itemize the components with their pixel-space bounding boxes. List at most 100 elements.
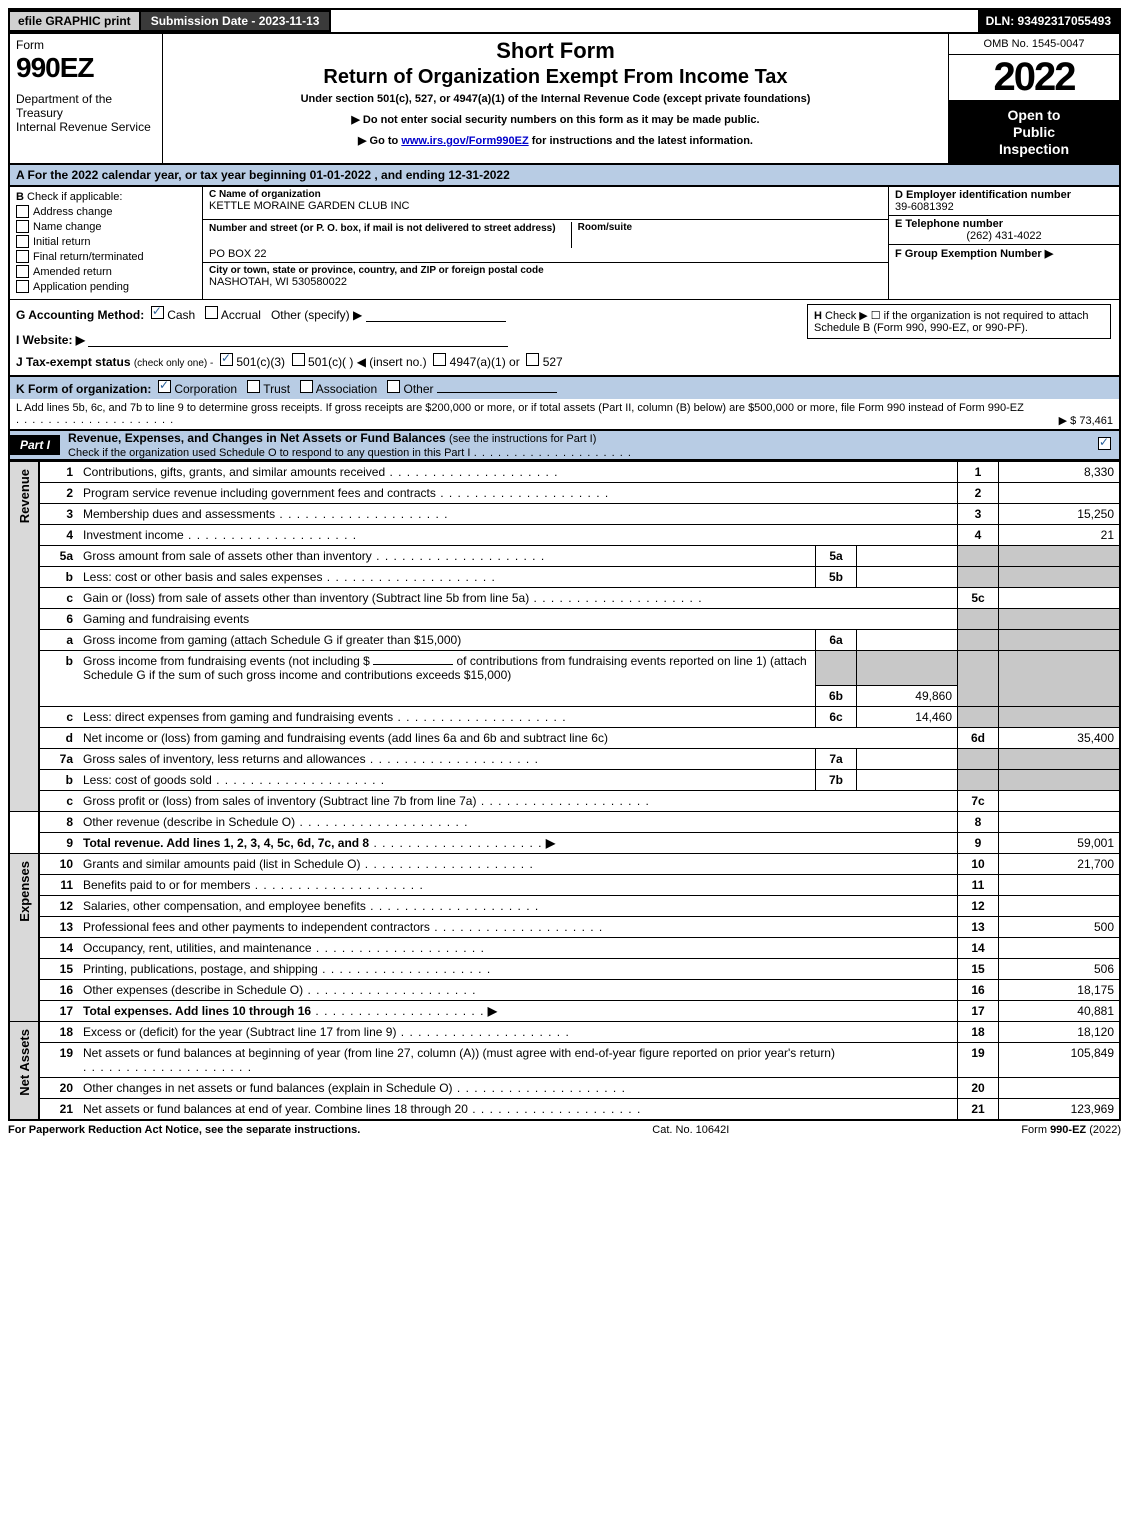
checkbox-cash[interactable] <box>151 306 164 319</box>
table-row: 5a Gross amount from sale of assets othe… <box>9 546 1120 567</box>
table-row: d Net income or (loss) from gaming and f… <box>9 727 1120 748</box>
contrib-amount-line[interactable] <box>373 664 453 665</box>
l-amount: ▶ $ 73,461 <box>1059 414 1113 427</box>
cell-group-exemption: F Group Exemption Number ▶ <box>889 245 1119 283</box>
checkbox-trust[interactable] <box>247 380 260 393</box>
open-inspection-box: Open to Public Inspection <box>949 101 1119 163</box>
irs-link[interactable]: www.irs.gov/Form990EZ <box>401 135 528 147</box>
dots-icon <box>476 794 649 808</box>
table-row: 2 Program service revenue including gove… <box>9 483 1120 504</box>
checkbox-501c3[interactable] <box>220 353 233 366</box>
table-row: c Less: direct expenses from gaming and … <box>9 706 1120 727</box>
dots-icon <box>295 815 468 829</box>
page-footer: For Paperwork Reduction Act Notice, see … <box>8 1121 1121 1136</box>
table-row: c Gross profit or (loss) from sales of i… <box>9 790 1120 811</box>
checkbox-other-org[interactable] <box>387 380 400 393</box>
open-line-1: Open to <box>953 107 1115 124</box>
footer-center: Cat. No. 10642I <box>652 1124 729 1136</box>
dept-line-2: Internal Revenue Service <box>16 120 156 134</box>
cell-street: Number and street (or P. O. box, if mail… <box>203 220 888 263</box>
header-left: Form 990EZ Department of the Treasury In… <box>10 34 163 163</box>
note-goto-pre: ▶ Go to <box>358 135 401 147</box>
tax-year: 2022 <box>949 55 1119 101</box>
dots-icon <box>529 591 702 605</box>
table-row: 15 Printing, publications, postage, and … <box>9 958 1120 979</box>
table-row: Revenue 1 Contributions, gifts, grants, … <box>9 462 1120 483</box>
part-i-table: Revenue 1 Contributions, gifts, grants, … <box>8 461 1121 1121</box>
vtab-spacer <box>9 811 39 853</box>
dots-icon <box>311 1004 484 1018</box>
part-i-schedule-o-checkbox[interactable] <box>1098 437 1111 453</box>
checkbox-icon <box>16 265 29 278</box>
chk-address-change[interactable]: Address change <box>16 205 196 218</box>
part-i-tab: Part I <box>10 435 60 455</box>
dots-icon <box>474 447 632 459</box>
line-j: J Tax-exempt status (check only one) - 5… <box>16 353 1113 369</box>
i-label: I Website: ▶ <box>16 333 85 347</box>
section-bcdef: B Check if applicable: Address change Na… <box>8 187 1121 299</box>
table-row: 6b 49,860 <box>9 685 1120 706</box>
checkbox-icon <box>16 205 29 218</box>
note-goto-post: for instructions and the latest informat… <box>532 135 753 147</box>
dots-icon <box>436 486 609 500</box>
chk-amended-return[interactable]: Amended return <box>16 265 196 278</box>
phone-label: E Telephone number <box>895 218 1003 230</box>
topbar-spacer <box>331 10 977 32</box>
dots-icon <box>468 1102 641 1116</box>
checkbox-corporation[interactable] <box>158 380 171 393</box>
table-row: 21 Net assets or fund balances at end of… <box>9 1098 1120 1120</box>
part-i-title: Revenue, Expenses, and Changes in Net As… <box>68 431 632 459</box>
street-label: Number and street (or P. O. box, if mail… <box>209 223 556 234</box>
dots-icon <box>369 836 542 850</box>
chk-initial-return[interactable]: Initial return <box>16 235 196 248</box>
open-line-2: Public <box>953 124 1115 141</box>
table-row: 4 Investment income 4 21 <box>9 525 1120 546</box>
checkbox-527[interactable] <box>526 353 539 366</box>
checkbox-icon <box>1098 437 1111 450</box>
checkbox-association[interactable] <box>300 380 313 393</box>
chk-final-return[interactable]: Final return/terminated <box>16 250 196 263</box>
cell-ein: D Employer identification number 39-6081… <box>889 187 1119 216</box>
table-row: 12 Salaries, other compensation, and emp… <box>9 895 1120 916</box>
submission-date: Submission Date - 2023-11-13 <box>141 12 332 30</box>
checkbox-icon <box>16 280 29 293</box>
table-row: b Less: cost or other basis and sales ex… <box>9 567 1120 588</box>
other-org-line[interactable] <box>437 392 557 393</box>
checkbox-icon <box>16 250 29 263</box>
table-row: 16 Other expenses (describe in Schedule … <box>9 979 1120 1000</box>
ein-value: 39-6081392 <box>895 201 1113 213</box>
dots-icon <box>303 983 476 997</box>
short-form-title: Short Form <box>167 38 944 64</box>
dots-icon <box>385 465 558 479</box>
header-right: OMB No. 1545-0047 2022 Open to Public In… <box>949 34 1119 163</box>
org-name-label: C Name of organization <box>209 189 882 200</box>
dots-icon <box>372 549 545 563</box>
box-h-schedule-b: H Check ▶ ☐ if the organization is not r… <box>807 304 1111 339</box>
chk-application-pending[interactable]: Application pending <box>16 280 196 293</box>
table-row: 11 Benefits paid to or for members 11 <box>9 874 1120 895</box>
chk-name-change[interactable]: Name change <box>16 220 196 233</box>
checkbox-4947[interactable] <box>433 353 446 366</box>
table-row: 3 Membership dues and assessments 3 15,2… <box>9 504 1120 525</box>
footer-right: Form 990-EZ (2022) <box>1021 1124 1121 1136</box>
checkbox-accrual[interactable] <box>205 306 218 319</box>
dots-icon <box>322 570 495 584</box>
other-specify-line[interactable] <box>366 307 506 322</box>
efile-print-label[interactable]: efile GRAPHIC print <box>10 12 141 30</box>
dots-icon <box>366 899 539 913</box>
website-line[interactable] <box>88 332 508 347</box>
dots-icon <box>393 710 566 724</box>
footer-left: For Paperwork Reduction Act Notice, see … <box>8 1124 360 1136</box>
checkbox-501c[interactable] <box>292 353 305 366</box>
city-value: NASHOTAH, WI 530580022 <box>209 276 882 288</box>
form-word: Form <box>16 38 156 52</box>
dots-icon <box>366 752 539 766</box>
cell-city: City or town, state or province, country… <box>203 263 888 295</box>
dln-label: DLN: 93492317055493 <box>978 12 1119 30</box>
table-row: 8 Other revenue (describe in Schedule O)… <box>9 811 1120 832</box>
table-row: a Gross income from gaming (attach Sched… <box>9 630 1120 651</box>
row-ghij: H Check ▶ ☐ if the organization is not r… <box>8 299 1121 377</box>
table-row: 17 Total expenses. Add lines 10 through … <box>9 1000 1120 1021</box>
note-goto: ▶ Go to www.irs.gov/Form990EZ for instru… <box>167 134 944 147</box>
table-row: 20 Other changes in net assets or fund b… <box>9 1077 1120 1098</box>
